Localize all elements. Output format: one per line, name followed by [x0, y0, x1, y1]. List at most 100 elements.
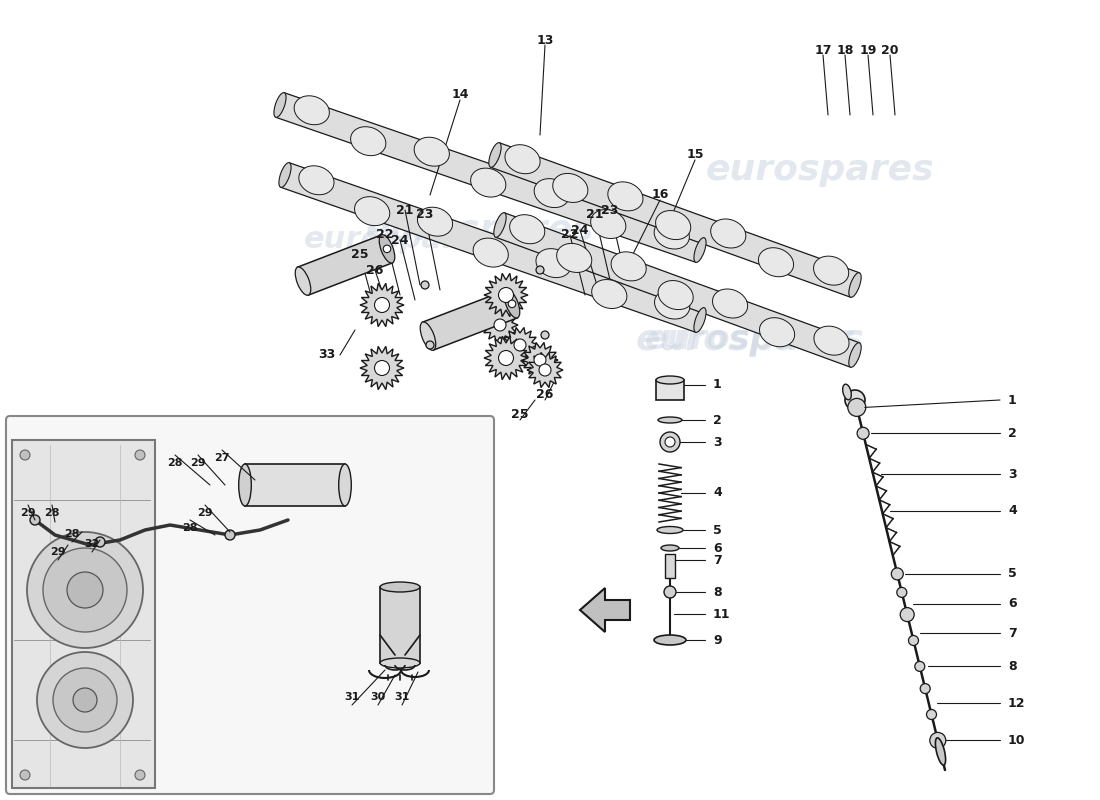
Text: 19: 19: [859, 43, 877, 57]
Text: 31: 31: [344, 692, 360, 702]
Ellipse shape: [295, 267, 311, 295]
Ellipse shape: [557, 243, 592, 273]
Text: 33: 33: [318, 349, 336, 362]
Text: eurospares: eurospares: [636, 323, 865, 357]
Circle shape: [374, 361, 389, 375]
Text: 8: 8: [713, 586, 722, 598]
Ellipse shape: [758, 248, 793, 277]
Polygon shape: [484, 336, 528, 380]
Circle shape: [848, 398, 866, 416]
Circle shape: [421, 281, 429, 289]
Circle shape: [95, 537, 104, 547]
Text: 1: 1: [1008, 394, 1016, 406]
Ellipse shape: [591, 210, 626, 238]
Ellipse shape: [814, 326, 849, 355]
Text: eurospares: eurospares: [304, 226, 496, 254]
Bar: [656, 380, 684, 400]
Polygon shape: [298, 235, 393, 295]
Circle shape: [135, 770, 145, 780]
Ellipse shape: [417, 207, 452, 236]
Circle shape: [664, 586, 676, 598]
Polygon shape: [422, 290, 517, 350]
Circle shape: [891, 568, 903, 580]
Text: 8: 8: [1008, 660, 1016, 673]
Ellipse shape: [843, 384, 851, 400]
Ellipse shape: [552, 174, 587, 202]
Ellipse shape: [658, 281, 693, 310]
Text: 22: 22: [376, 229, 394, 242]
Text: 6: 6: [1008, 597, 1016, 610]
Circle shape: [20, 450, 30, 460]
Ellipse shape: [711, 219, 746, 248]
Ellipse shape: [654, 220, 690, 249]
Text: 31: 31: [394, 692, 409, 702]
Text: 10: 10: [1008, 734, 1025, 747]
Ellipse shape: [354, 197, 389, 226]
Ellipse shape: [379, 658, 420, 668]
Ellipse shape: [849, 273, 861, 298]
Ellipse shape: [299, 166, 334, 194]
Ellipse shape: [379, 582, 420, 592]
Text: eurospares: eurospares: [645, 323, 856, 357]
Text: 11: 11: [713, 607, 730, 621]
Text: 32: 32: [85, 539, 100, 549]
Polygon shape: [360, 283, 404, 326]
Ellipse shape: [608, 182, 644, 211]
Polygon shape: [360, 346, 404, 390]
Circle shape: [20, 770, 30, 780]
Ellipse shape: [713, 289, 748, 318]
Polygon shape: [580, 588, 630, 632]
Polygon shape: [280, 162, 704, 332]
Circle shape: [508, 300, 516, 308]
Bar: [245, 464, 345, 506]
Text: 20: 20: [881, 43, 899, 57]
Circle shape: [73, 688, 97, 712]
Text: 7: 7: [713, 554, 722, 566]
Circle shape: [53, 668, 117, 732]
Circle shape: [28, 532, 143, 648]
Circle shape: [383, 245, 390, 253]
Text: 12: 12: [1008, 697, 1025, 710]
Polygon shape: [482, 307, 518, 342]
Circle shape: [67, 572, 103, 608]
Text: 23: 23: [602, 203, 618, 217]
Text: 4: 4: [713, 486, 722, 499]
Text: 3: 3: [1008, 467, 1016, 481]
Text: 5: 5: [713, 523, 722, 537]
Circle shape: [930, 733, 946, 749]
Text: 30: 30: [371, 692, 386, 702]
Polygon shape: [276, 93, 704, 262]
FancyBboxPatch shape: [6, 416, 494, 794]
Text: 27: 27: [214, 453, 230, 463]
Text: 29: 29: [190, 458, 206, 468]
Polygon shape: [522, 342, 558, 378]
Text: eurospares: eurospares: [365, 213, 594, 247]
Circle shape: [43, 548, 126, 632]
Ellipse shape: [504, 290, 520, 318]
Text: 17: 17: [814, 43, 832, 57]
Text: 28: 28: [167, 458, 183, 468]
Ellipse shape: [935, 738, 946, 765]
Circle shape: [536, 266, 544, 274]
Ellipse shape: [279, 162, 292, 187]
Text: eurospares: eurospares: [706, 153, 934, 187]
Polygon shape: [12, 440, 155, 788]
Text: 25: 25: [351, 249, 369, 262]
Text: 15: 15: [686, 149, 704, 162]
Circle shape: [498, 287, 514, 302]
Circle shape: [926, 710, 936, 719]
Text: 24: 24: [392, 234, 409, 246]
Ellipse shape: [535, 178, 570, 207]
Circle shape: [494, 319, 506, 331]
Circle shape: [374, 298, 389, 313]
Text: 4: 4: [1008, 505, 1016, 518]
Circle shape: [660, 432, 680, 452]
Text: 9: 9: [713, 634, 722, 646]
Ellipse shape: [420, 322, 436, 350]
Polygon shape: [495, 213, 859, 367]
Ellipse shape: [654, 635, 686, 645]
Text: 28: 28: [183, 523, 198, 533]
Ellipse shape: [759, 318, 794, 346]
Text: 25: 25: [512, 407, 529, 421]
Text: 16: 16: [651, 189, 669, 202]
